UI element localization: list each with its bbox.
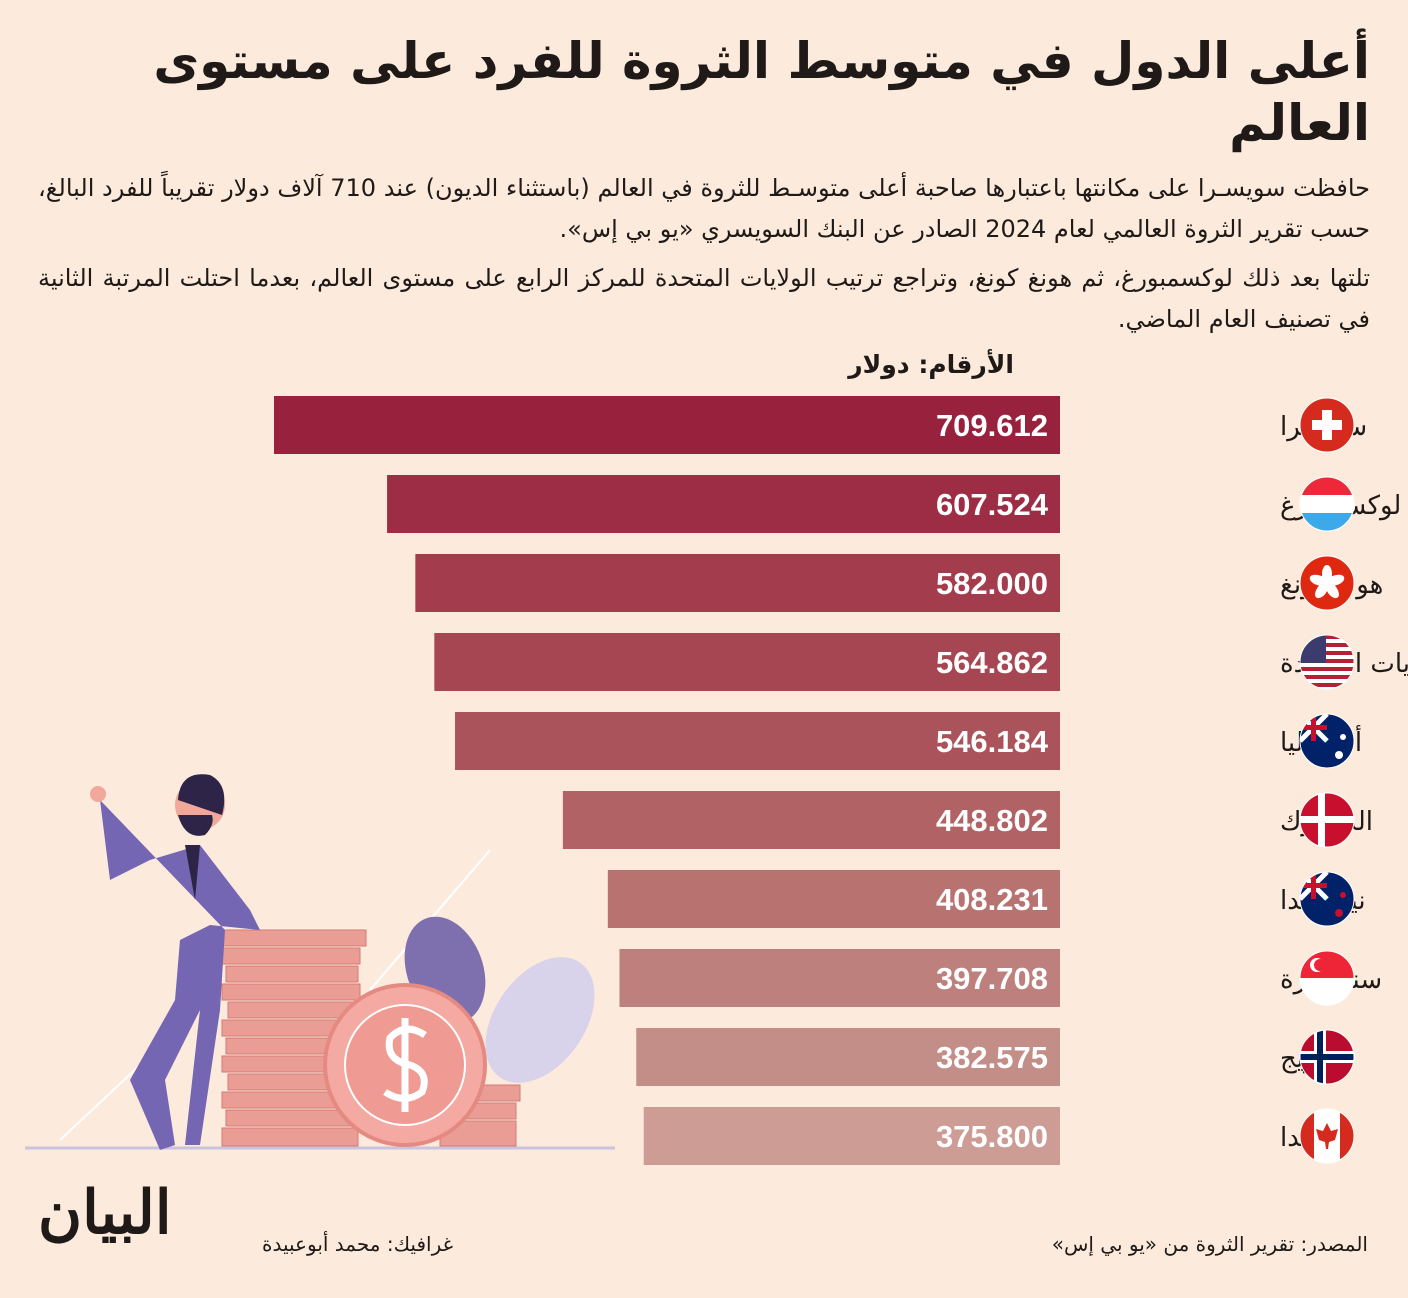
canada-flag-icon [1300, 1109, 1354, 1163]
bar-row: 709.612سويسرا [274, 396, 1367, 454]
unit-label: الأرقام: دولار [848, 350, 1014, 379]
bar [643, 1107, 1060, 1165]
value-label: 582.000 [936, 566, 1048, 601]
bar-row: 397.708سنغافورة [619, 949, 1382, 1007]
bar [274, 396, 1060, 454]
new-zealand-flag-icon [1300, 872, 1354, 926]
bar [434, 633, 1060, 691]
bar-row: 375.800كندا [643, 1107, 1355, 1165]
switzerland-flag-icon [1300, 398, 1354, 452]
value-label: 408.231 [936, 882, 1048, 917]
content: أعلى الدول في متوسط الثروة للفرد على مست… [38, 32, 1408, 1165]
value-label: 546.184 [936, 724, 1049, 759]
bar [607, 870, 1060, 928]
bar-row: 448.802الدنمارك [562, 791, 1373, 849]
usa-flag-icon [1300, 635, 1354, 689]
bar-row: 382.575النرويج [636, 1028, 1355, 1086]
hong-kong-flag-icon [1300, 556, 1354, 610]
norway-flag-icon [1300, 1030, 1354, 1084]
source-note: المصدر: تقرير الثروة من «يو بي إس» [1051, 1232, 1368, 1256]
value-label: 397.708 [936, 961, 1048, 996]
australia-flag-icon [1300, 714, 1354, 768]
bar [636, 1028, 1060, 1086]
bar-chart: 709.612سويسرا 607.524لوكسمبورغ 582.000هونغ… [274, 396, 1408, 1165]
luxembourg-flag-icon [1300, 477, 1354, 531]
bar [619, 949, 1060, 1007]
wealth-illustration [25, 774, 615, 1150]
bar [387, 475, 1060, 533]
bar [562, 791, 1060, 849]
value-label: 382.575 [936, 1040, 1048, 1075]
bar [415, 554, 1060, 612]
intro-paragraph-2: تلتها بعد ذلك لوكسمبورغ، ثم هونغ كونغ، و… [38, 264, 1370, 333]
value-label: 564.862 [936, 645, 1048, 680]
value-label: 607.524 [936, 487, 1049, 522]
bar-row: 564.862الولايات المتحدة [434, 633, 1408, 691]
bar [455, 712, 1060, 770]
bar-row: 546.184أستراليا [455, 712, 1362, 770]
value-label: 709.612 [936, 408, 1048, 443]
value-label: 375.800 [936, 1119, 1048, 1154]
bar-row: 408.231نيوزيلندا [607, 870, 1366, 928]
intro-paragraph: حافظت سويسـرا على مكانتها باعتبارها صاحب… [38, 174, 1370, 243]
value-label: 448.802 [936, 803, 1048, 838]
bar-row: 607.524لوكسمبورغ [387, 475, 1401, 533]
page-title: أعلى الدول في متوسط الثروة للفرد على مست… [153, 32, 1370, 152]
denmark-flag-icon [1300, 793, 1354, 847]
graphic-credit: غرافيك: محمد أبوعبيدة [262, 1232, 454, 1256]
logo: البيان [38, 1178, 172, 1248]
